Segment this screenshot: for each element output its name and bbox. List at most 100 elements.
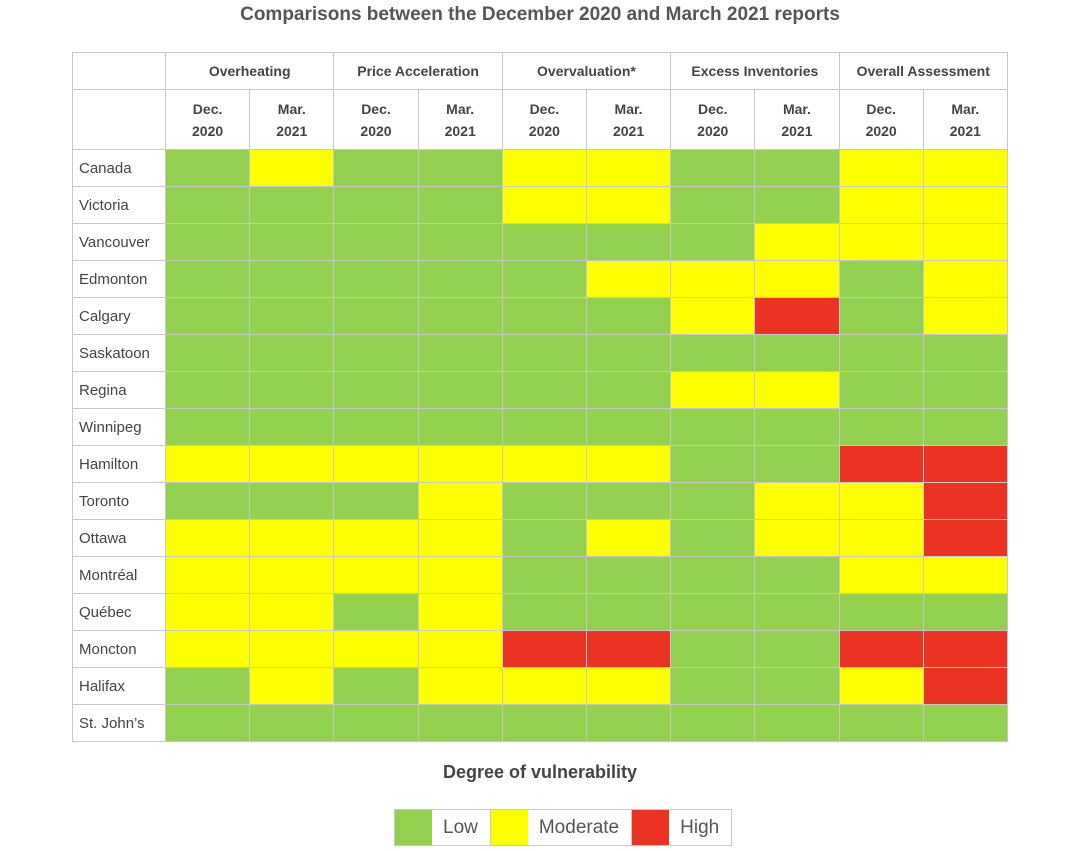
heat-cell — [670, 260, 756, 298]
period-month: Dec. — [529, 100, 560, 117]
heat-cell — [249, 445, 335, 483]
heat-cell — [164, 519, 251, 557]
heat-cell — [333, 371, 419, 409]
legend-title: Degree of vulnerability — [442, 762, 638, 782]
city-label: Victoria — [72, 186, 166, 224]
legend-label: High — [680, 816, 720, 838]
heat-cell — [585, 593, 672, 631]
heat-cell — [501, 149, 587, 187]
heat-cell — [922, 667, 1008, 705]
heat-cell — [754, 445, 840, 483]
category-header: Overall Assessment — [838, 52, 1008, 90]
heat-cell — [164, 667, 251, 705]
heat-cell — [922, 334, 1008, 372]
heat-cell — [922, 223, 1008, 261]
city-label: Edmonton — [72, 260, 166, 298]
heat-cell — [838, 519, 924, 557]
heat-cell — [922, 630, 1008, 668]
heat-cell — [501, 260, 587, 298]
vulnerability-table: Overheating Price Acceleration Overvaluati… — [72, 52, 1008, 742]
heat-cell — [417, 519, 503, 557]
table-row: Ottawa — [72, 519, 1008, 557]
heat-cell — [838, 445, 924, 483]
heat-cell — [922, 556, 1008, 594]
heat-cell — [164, 371, 251, 409]
heat-cell — [249, 593, 335, 631]
period-year: 2021 — [276, 122, 308, 139]
legend-swatch — [395, 810, 432, 845]
table-row: Regina — [72, 371, 1008, 409]
table-row: Edmonton — [72, 260, 1008, 298]
legend-item: Low — [395, 810, 491, 845]
city-label: Ottawa — [72, 519, 166, 557]
city-label: Québec — [72, 593, 166, 631]
table-row: Calgary — [72, 297, 1008, 335]
table-row: Hamilton — [72, 445, 1008, 483]
heat-cell — [585, 445, 672, 483]
heat-cell — [249, 186, 335, 224]
period-year: 2021 — [444, 122, 476, 139]
heat-cell — [585, 408, 672, 446]
heat-cell — [333, 630, 419, 668]
heat-cell — [670, 519, 756, 557]
heat-cell — [838, 149, 924, 187]
heat-cell — [838, 371, 924, 409]
table-row: Victoria — [72, 186, 1008, 224]
heat-cell — [754, 260, 840, 298]
period-header: Mar. 2021 — [417, 89, 503, 150]
legend-label: Low — [443, 816, 478, 838]
heat-cell — [754, 704, 840, 742]
period-month: Dec. — [192, 100, 223, 117]
heat-cell — [249, 371, 335, 409]
heat-cell — [670, 297, 756, 335]
category-header: Price Acceleration — [333, 52, 503, 90]
heat-cell — [838, 223, 924, 261]
heat-cell — [164, 149, 251, 187]
heat-cell — [922, 260, 1008, 298]
heat-cell — [838, 260, 924, 298]
heat-cell — [585, 186, 672, 224]
period-header: Mar. 2021 — [585, 89, 672, 150]
heat-cell — [922, 371, 1008, 409]
heat-cell — [164, 408, 251, 446]
heat-cell — [585, 519, 672, 557]
heat-cell — [249, 482, 335, 520]
heat-cell — [922, 149, 1008, 187]
table-row: Winnipeg — [72, 408, 1008, 446]
heat-cell — [417, 334, 503, 372]
heat-cell — [249, 149, 335, 187]
heat-cell — [670, 371, 756, 409]
heat-cell — [585, 482, 672, 520]
heat-cell — [670, 482, 756, 520]
heat-cell — [249, 260, 335, 298]
heat-cell — [754, 371, 840, 409]
heat-cell — [754, 297, 840, 335]
period-header: Dec. 2020 — [333, 89, 419, 150]
table-row: St. John’s — [72, 704, 1008, 742]
heat-cell — [922, 519, 1008, 557]
heat-cell — [417, 149, 503, 187]
heat-cell — [754, 482, 840, 520]
period-header: Mar. 2021 — [754, 89, 840, 150]
period-month: Mar. — [614, 100, 643, 117]
heat-cell — [249, 630, 335, 668]
legend-label: Moderate — [538, 816, 620, 838]
heat-cell — [164, 482, 251, 520]
heat-cell — [249, 297, 335, 335]
heat-cell — [164, 445, 251, 483]
period-year: 2021 — [612, 122, 645, 139]
period-month: Mar. — [277, 100, 306, 117]
legend-item: Moderate — [490, 810, 633, 845]
heat-cell — [838, 630, 924, 668]
heat-cell — [585, 556, 672, 594]
period-year: 2020 — [865, 122, 897, 139]
table-row: Saskatoon — [72, 334, 1008, 372]
heat-cell — [585, 149, 672, 187]
heat-cell — [501, 556, 587, 594]
heat-cell — [838, 482, 924, 520]
heat-cell — [333, 593, 419, 631]
heat-cell — [249, 519, 335, 557]
heat-cell — [417, 408, 503, 446]
table-row: Canada — [72, 149, 1008, 187]
heat-cell — [754, 186, 840, 224]
